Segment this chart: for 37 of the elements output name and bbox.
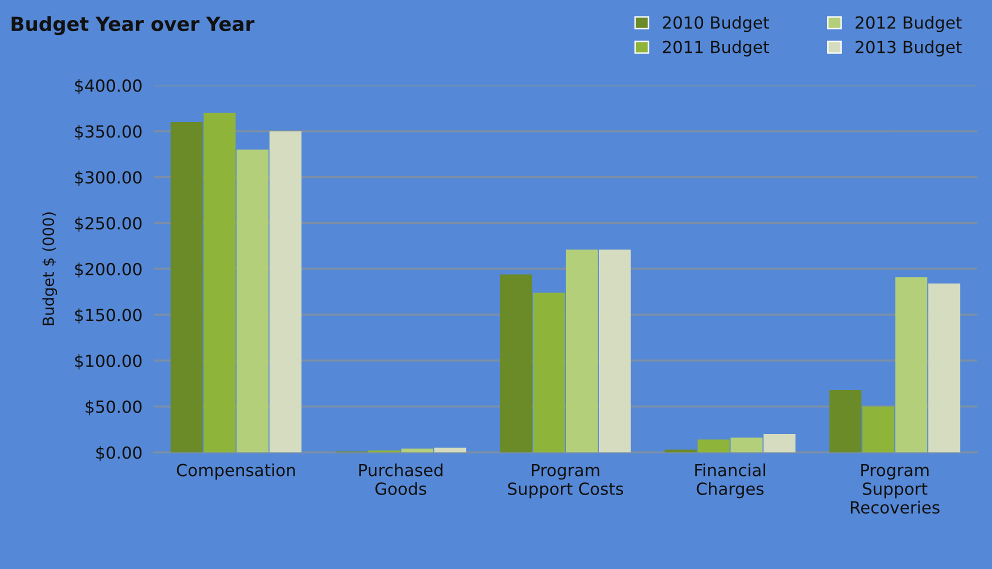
bar <box>533 292 565 452</box>
legend-label: 2010 Budget <box>663 16 770 32</box>
y-tick-label: $250.00 <box>75 216 142 232</box>
x-tick-label: Purchased Goods <box>359 463 442 496</box>
bar <box>236 150 269 452</box>
bar <box>204 112 236 452</box>
y-tick-label: $100.00 <box>75 354 142 370</box>
bar <box>500 274 532 452</box>
bar <box>730 438 763 452</box>
legend-label: 2011 Budget <box>663 40 770 57</box>
y-tick-label: $50.00 <box>86 400 142 416</box>
bar <box>170 122 203 452</box>
bar <box>829 390 862 452</box>
y-tick-label: $400.00 <box>75 79 142 94</box>
bar <box>698 440 730 452</box>
legend-label: 2013 Budget <box>856 40 962 57</box>
bar <box>895 277 928 452</box>
bar <box>598 250 631 452</box>
y-tick-label: $200.00 <box>75 262 142 278</box>
bar <box>664 450 697 452</box>
bar <box>270 131 302 452</box>
x-tick-label: Compensation <box>176 463 295 480</box>
y-tick-label: $300.00 <box>75 170 142 186</box>
bar <box>928 284 960 452</box>
chart-title: Budget Year over Year <box>12 16 254 36</box>
bar <box>862 406 894 452</box>
y-axis-title: Budget $ (000) <box>42 212 58 326</box>
legend-label: 2012 Budget <box>856 16 962 32</box>
x-tick-label: Program Support Recoveries <box>850 464 940 514</box>
bar <box>401 448 434 452</box>
y-tick-label: $350.00 <box>75 124 142 140</box>
bar <box>566 250 598 452</box>
y-tick-label: $150.00 <box>75 308 142 324</box>
y-tick-label: $0.00 <box>96 446 142 462</box>
bar <box>764 434 796 452</box>
x-tick-label: Financial Charges <box>695 463 766 498</box>
x-tick-label: Program Support Costs <box>508 464 624 498</box>
